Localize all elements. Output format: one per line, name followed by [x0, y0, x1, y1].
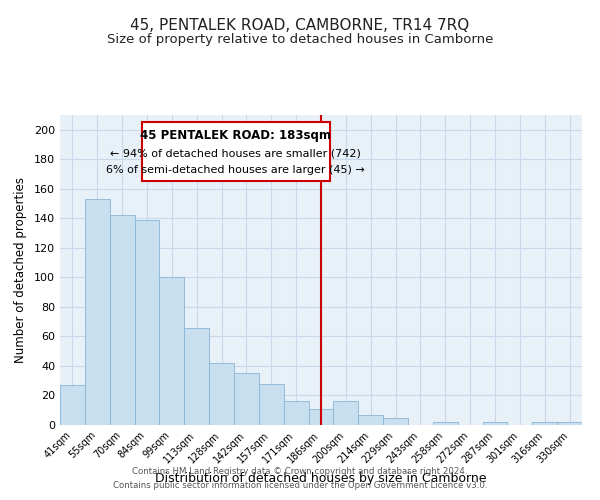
Text: Contains HM Land Registry data © Crown copyright and database right 2024.: Contains HM Land Registry data © Crown c… — [132, 467, 468, 476]
Bar — [60, 385, 85, 425]
Bar — [358, 414, 383, 425]
Text: 45 PENTALEK ROAD: 183sqm: 45 PENTALEK ROAD: 183sqm — [140, 129, 331, 142]
FancyBboxPatch shape — [142, 122, 330, 182]
X-axis label: Distribution of detached houses by size in Camborne: Distribution of detached houses by size … — [155, 472, 487, 485]
Bar — [234, 374, 259, 425]
Bar — [134, 220, 160, 425]
Bar — [308, 409, 334, 425]
Bar — [160, 278, 184, 425]
Bar — [433, 422, 458, 425]
Bar — [482, 422, 508, 425]
Bar — [209, 363, 234, 425]
Bar — [383, 418, 408, 425]
Bar — [110, 216, 134, 425]
Bar — [284, 402, 308, 425]
Text: ← 94% of detached houses are smaller (742): ← 94% of detached houses are smaller (74… — [110, 148, 361, 158]
Text: Size of property relative to detached houses in Camborne: Size of property relative to detached ho… — [107, 32, 493, 46]
Y-axis label: Number of detached properties: Number of detached properties — [14, 177, 27, 363]
Bar — [259, 384, 284, 425]
Bar — [532, 422, 557, 425]
Bar — [334, 402, 358, 425]
Bar — [85, 199, 110, 425]
Text: 45, PENTALEK ROAD, CAMBORNE, TR14 7RQ: 45, PENTALEK ROAD, CAMBORNE, TR14 7RQ — [130, 18, 470, 32]
Bar — [557, 422, 582, 425]
Text: Contains public sector information licensed under the Open Government Licence v3: Contains public sector information licen… — [113, 481, 487, 490]
Bar — [184, 328, 209, 425]
Text: 6% of semi-detached houses are larger (45) →: 6% of semi-detached houses are larger (4… — [106, 164, 365, 174]
